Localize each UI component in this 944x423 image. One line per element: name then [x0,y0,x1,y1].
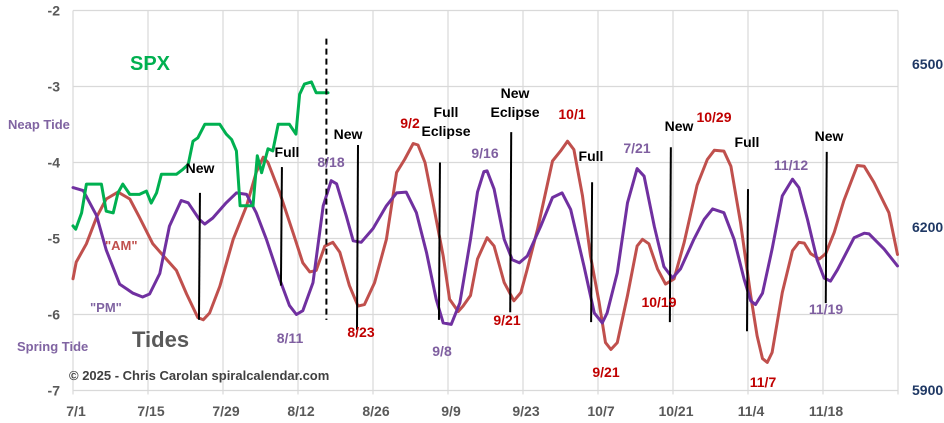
y-tick-label: -6 [48,307,61,323]
moon-phase-line [197,192,201,320]
x-tick-label: 7/29 [212,403,239,419]
y-tick-label: -2 [48,3,61,19]
moon-phase-label: Eclipse [421,123,470,139]
moon-phase-line [590,182,594,323]
date-annotation: 8/11 [277,330,304,346]
moon-phase-label: New [815,128,844,144]
spx-line [71,80,330,231]
moon-phase-label: New [501,85,530,101]
moon-phase-label: Full [579,148,604,164]
y-tick-label: -3 [48,79,61,95]
x-tick-label: 7/15 [137,403,164,419]
moon-phase-label: Full [735,134,760,150]
y2-tick-label: 6500 [912,56,943,72]
date-annotation: 7/21 [623,140,650,156]
x-tick-label: 8/12 [287,403,314,419]
date-annotation: 10/19 [641,294,676,310]
series-lines [71,80,899,364]
neap-tide-label: Neap Tide [8,117,70,132]
x-tick-label: 10/21 [658,403,693,419]
pm-tide-line [71,167,899,326]
date-annotation: 10/1 [558,106,585,122]
moon-phase-lines [197,38,828,332]
moon-phase-line [668,147,672,323]
am-tide-line [71,139,899,364]
moon-phase-label: New [186,160,215,176]
x-tick-label: 10/7 [587,403,614,419]
date-annotation: 9/2 [400,115,420,131]
moon-phase-label: Eclipse [490,104,539,120]
x-tick-label: 9/9 [441,403,461,419]
pm-legend-label: "PM" [90,300,122,315]
am-legend-label: "AM" [105,238,138,253]
date-annotation: 9/21 [493,312,520,328]
x-tick-label: 9/23 [512,403,539,419]
moon-phase-line [509,132,513,313]
date-annotation: 10/29 [696,109,731,125]
y-tick-label: -7 [48,383,61,399]
moon-phase-line [437,162,441,320]
date-annotation: 8/18 [317,154,344,170]
y2-tick-label: 6200 [912,219,943,235]
date-annotation: 11/19 [809,301,843,317]
moon-phase-label: New [665,118,694,134]
copyright: © 2025 - Chris Carolan spiralcalendar.co… [69,368,329,383]
moon-phase-line [824,151,828,304]
date-annotation: 11/7 [750,374,777,390]
moon-phase-label: Full [275,144,300,160]
x-tick-label: 11/18 [809,403,843,419]
date-annotation: 11/12 [774,157,808,173]
moon-phase-line [356,145,359,330]
chart-title: Tides [132,327,189,352]
x-tick-label: 7/1 [66,403,86,419]
moon-phase-line [746,189,749,332]
date-annotation: 9/21 [592,364,619,380]
annotations: New Full New Full Eclipse New Eclipse Full New Fu… [186,85,844,390]
gridlines [72,9,899,395]
date-annotation: 8/23 [347,324,374,340]
spx-title: SPX [130,53,171,75]
x-tick-label: 8/26 [362,403,389,419]
moon-phase-line [279,167,283,286]
axis-ticks: -2 -3 -4 -5 -6 -7 7/1 7/15 7/29 8/12 8/26 9/9 9/23 10… [48,3,944,420]
y-tick-label: -5 [48,231,61,247]
y2-tick-label: 5900 [912,382,943,398]
x-tick-label: 11/4 [738,403,765,419]
date-annotation: 9/16 [471,145,498,161]
moon-phase-label: New [334,126,363,142]
moon-phase-label: Full [434,104,459,120]
date-annotation: 9/8 [432,343,452,359]
spring-tide-label: Spring Tide [17,339,88,354]
y-tick-label: -4 [48,155,61,171]
